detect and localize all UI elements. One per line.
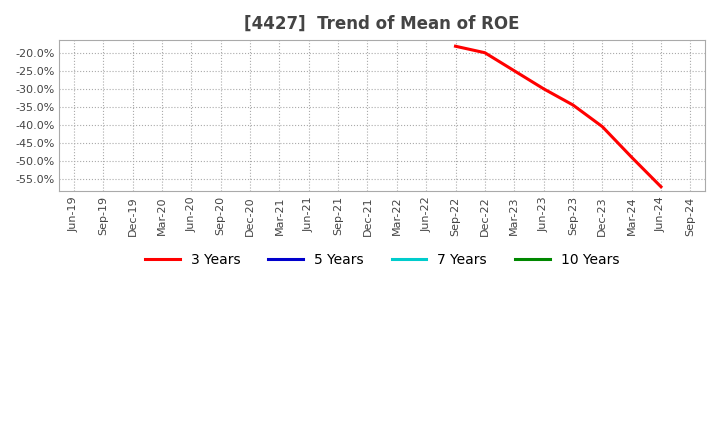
- 3 Years: [539, 86, 548, 92]
- Line: 3 Years: 3 Years: [456, 46, 661, 187]
- 3 Years: [480, 50, 489, 55]
- 3 Years: [627, 154, 636, 160]
- Legend: 3 Years, 5 Years, 7 Years, 10 Years: 3 Years, 5 Years, 7 Years, 10 Years: [140, 247, 625, 272]
- 3 Years: [569, 103, 577, 108]
- Title: [4427]  Trend of Mean of ROE: [4427] Trend of Mean of ROE: [244, 15, 520, 33]
- 3 Years: [657, 184, 665, 189]
- 3 Years: [510, 68, 518, 73]
- 3 Years: [451, 44, 460, 49]
- 3 Years: [598, 124, 606, 129]
